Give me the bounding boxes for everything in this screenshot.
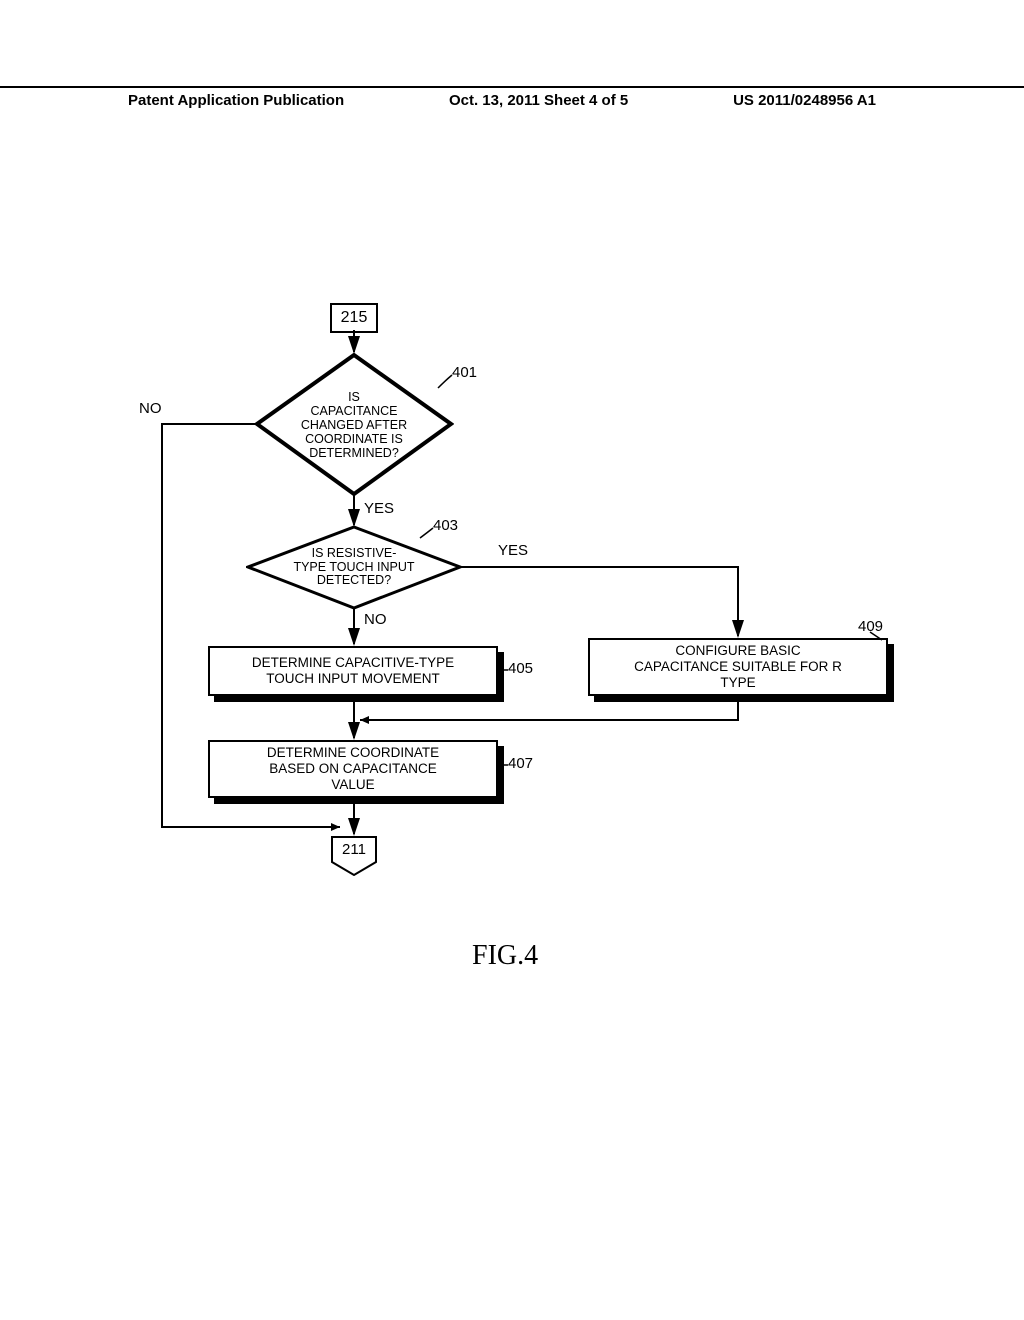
decision-401: IS CAPACITANCE CHANGED AFTER COORDINATE … — [254, 352, 454, 497]
figure-caption: FIG.4 — [472, 940, 538, 972]
connector-end-label: 211 — [342, 841, 366, 858]
label-no-403: NO — [364, 611, 387, 628]
ref-409: 409 — [858, 618, 883, 635]
ref-405: 405 — [508, 660, 533, 677]
decision-403: IS RESISTIVE- TYPE TOUCH INPUT DETECTED? — [246, 525, 462, 610]
ref-401: 401 — [452, 364, 477, 381]
process-407-text: DETERMINE COORDINATE BASED ON CAPACITANC… — [267, 745, 439, 794]
process-409-text: CONFIGURE BASIC CAPACITANCE SUITABLE FOR… — [634, 643, 842, 692]
process-407: DETERMINE COORDINATE BASED ON CAPACITANC… — [208, 740, 498, 798]
label-yes-403: YES — [498, 542, 528, 559]
process-405: DETERMINE CAPACITIVE-TYPE TOUCH INPUT MO… — [208, 646, 498, 696]
label-no-401: NO — [139, 400, 162, 417]
flowchart: 215 IS CAPACITANCE CHANGED AFTER COORDIN… — [0, 0, 1024, 1320]
connector-end: 211 — [331, 836, 377, 876]
decision-401-text: IS CAPACITANCE CHANGED AFTER COORDINATE … — [301, 390, 407, 460]
decision-403-text: IS RESISTIVE- TYPE TOUCH INPUT DETECTED? — [293, 547, 414, 588]
process-409: CONFIGURE BASIC CAPACITANCE SUITABLE FOR… — [588, 638, 888, 696]
process-405-text: DETERMINE CAPACITIVE-TYPE TOUCH INPUT MO… — [252, 655, 454, 687]
connector-start: 215 — [330, 303, 378, 333]
ref-407: 407 — [508, 755, 533, 772]
connector-start-label: 215 — [341, 309, 368, 326]
label-yes-401: YES — [364, 500, 394, 517]
